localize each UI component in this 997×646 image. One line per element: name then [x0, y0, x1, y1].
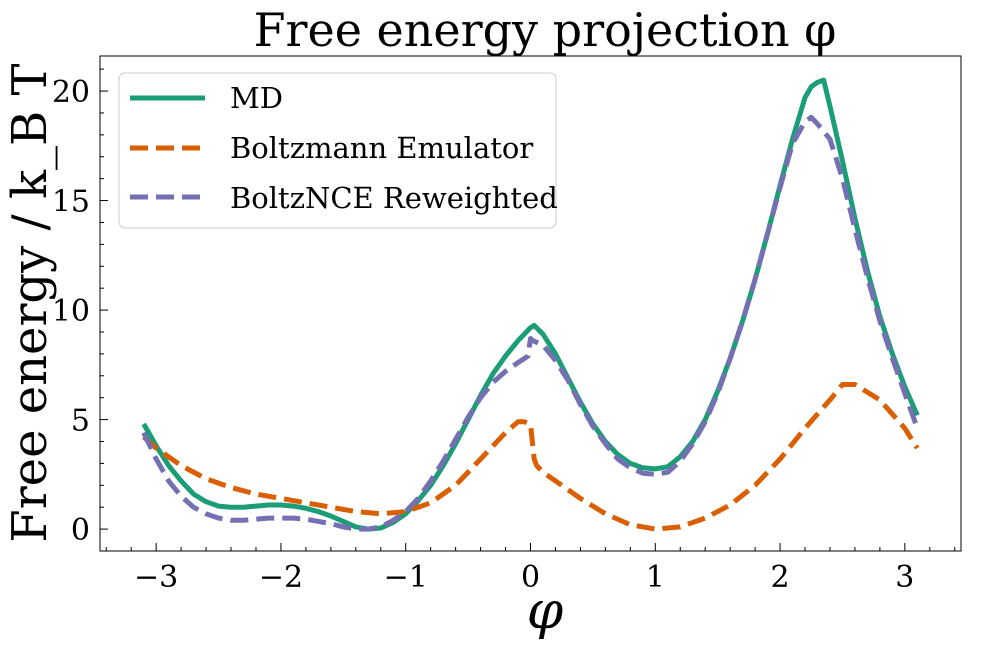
- x-tick-label: −2: [259, 560, 303, 595]
- x-tick-label: −3: [134, 560, 178, 595]
- legend-label-boltzmann-emulator: Boltzmann Emulator: [230, 131, 533, 165]
- x-tick-label: 1: [646, 560, 665, 595]
- ticks-layer: −3 −2 −1 0 1 2 3 0 5 10 15 20: [52, 68, 956, 595]
- series-line-boltznce-reweighted: [141, 114, 920, 532]
- y-tick-label: 0: [71, 513, 90, 548]
- y-tick-label: 5: [71, 404, 90, 439]
- x-tick-label: 2: [771, 560, 790, 595]
- x-tick-label: −1: [384, 560, 428, 595]
- legend: MD Boltzmann Emulator BoltzNCE Reweighte…: [118, 72, 558, 229]
- series-layer: [141, 77, 920, 532]
- legend-box: [118, 72, 557, 229]
- series-line-md: [141, 77, 920, 532]
- chart-title: Free energy projection φ: [254, 3, 837, 57]
- x-tick-label: 3: [895, 560, 914, 595]
- x-axis-label: φ: [527, 581, 564, 641]
- y-tick-label: 10: [52, 294, 90, 329]
- y-axis-label: Free energy / k_B T: [2, 63, 58, 542]
- legend-label-md: MD: [230, 81, 283, 115]
- legend-label-boltznce-reweighted: BoltzNCE Reweighted: [230, 181, 558, 215]
- series-line-boltzmann-emulator: [142, 382, 920, 532]
- y-tick-label: 20: [52, 75, 90, 110]
- y-tick-label: 15: [52, 185, 90, 220]
- x-tick-label: 0: [521, 560, 540, 595]
